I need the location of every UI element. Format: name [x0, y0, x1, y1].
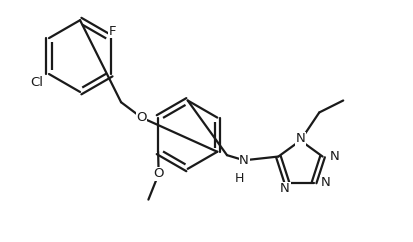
Text: Cl: Cl: [31, 76, 43, 89]
Text: N: N: [321, 176, 331, 189]
Text: F: F: [109, 25, 116, 38]
Text: O: O: [136, 111, 147, 124]
Text: N: N: [330, 150, 339, 163]
Text: N: N: [239, 154, 249, 167]
Text: O: O: [153, 167, 164, 181]
Text: N: N: [280, 182, 290, 195]
Text: N: N: [296, 132, 305, 145]
Text: H: H: [234, 172, 244, 185]
